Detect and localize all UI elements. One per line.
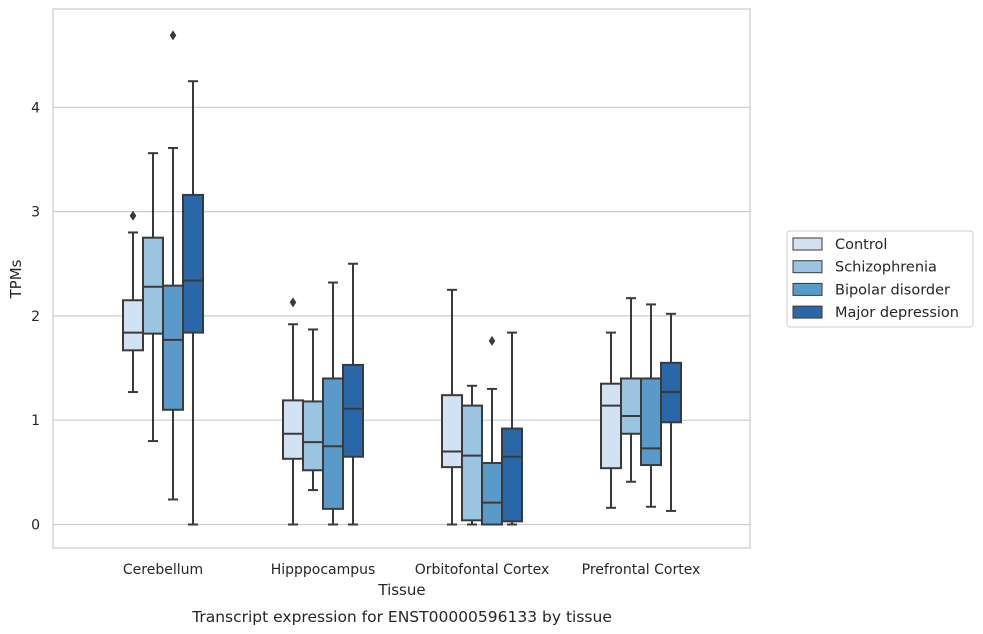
legend: Control Schizophrenia Bipolar disorder Majo… [786, 230, 974, 328]
box-1-2 [461, 384, 483, 526]
y-tick-label-2: 2 [31, 309, 40, 325]
legend-swatch-1 [792, 260, 823, 274]
box-2-2 [481, 335, 503, 526]
box-1-0 [142, 152, 164, 443]
box-iqr [142, 236, 164, 335]
box-0-1 [282, 297, 304, 526]
box-iqr [441, 394, 463, 469]
y-tick-label-1: 1 [31, 413, 40, 429]
y-tick-label-0: 0 [31, 518, 40, 534]
box-iqr [501, 427, 523, 523]
box-iqr [481, 461, 503, 526]
legend-label-0: Control [835, 237, 887, 253]
box-iqr [182, 193, 204, 334]
legend-label-3: Major depression [835, 305, 959, 321]
x-tick-label-2: Orbitofontal Cortex [415, 562, 550, 578]
x-tick-label-0: Cerebellum [123, 562, 203, 578]
y-axis-ticks: 0 1 2 3 4 [31, 100, 40, 533]
box-iqr [322, 377, 344, 510]
chart-caption: Transcript expression for ENST0000059613… [191, 608, 612, 626]
box-iqr [122, 299, 144, 352]
y-axis-label: TPMs [7, 259, 25, 299]
box-iqr [461, 404, 483, 522]
x-axis-ticks: Cerebellum Hipppocampus Orbitofontal Corte… [123, 562, 700, 578]
x-axis-label: Tissue [377, 581, 425, 599]
box-iqr [600, 382, 622, 470]
box-iqr [162, 284, 184, 411]
box-series [122, 30, 682, 526]
plot-area-background [53, 9, 750, 548]
x-tick-label-3: Prefrontal Cortex [582, 562, 701, 578]
box-iqr [282, 399, 304, 460]
box-2-0 [162, 30, 184, 501]
box-iqr [302, 400, 324, 472]
box-0-0 [122, 210, 144, 394]
box-3-0 [182, 80, 204, 526]
outlier-point [169, 30, 177, 41]
legend-swatch-0 [792, 237, 823, 251]
box-2-1 [322, 281, 344, 526]
outlier-point [289, 297, 297, 308]
legend-swatch-2 [792, 282, 823, 296]
legend-frame [786, 230, 974, 328]
box-iqr [620, 377, 642, 435]
legend-label-2: Bipolar disorder [835, 282, 950, 298]
box-1-3 [620, 297, 642, 483]
series-1 [142, 152, 642, 526]
series-3 [182, 80, 682, 526]
box-3-1 [342, 262, 364, 526]
plot-area-frame [52, 8, 751, 549]
legend-label-1: Schizophrenia [835, 260, 937, 276]
y-tick-label-3: 3 [31, 205, 40, 221]
box-iqr [640, 377, 662, 467]
box-3-2 [501, 331, 523, 526]
box-3-3 [660, 312, 682, 512]
outlier-point [129, 210, 137, 221]
legend-swatch-3 [792, 305, 823, 319]
x-tick-label-1: Hipppocampus [271, 562, 376, 578]
series-2 [162, 30, 662, 526]
y-tick-label-4: 4 [31, 100, 40, 116]
box-iqr [342, 363, 364, 458]
outlier-point [488, 335, 496, 346]
series-0 [122, 210, 622, 526]
